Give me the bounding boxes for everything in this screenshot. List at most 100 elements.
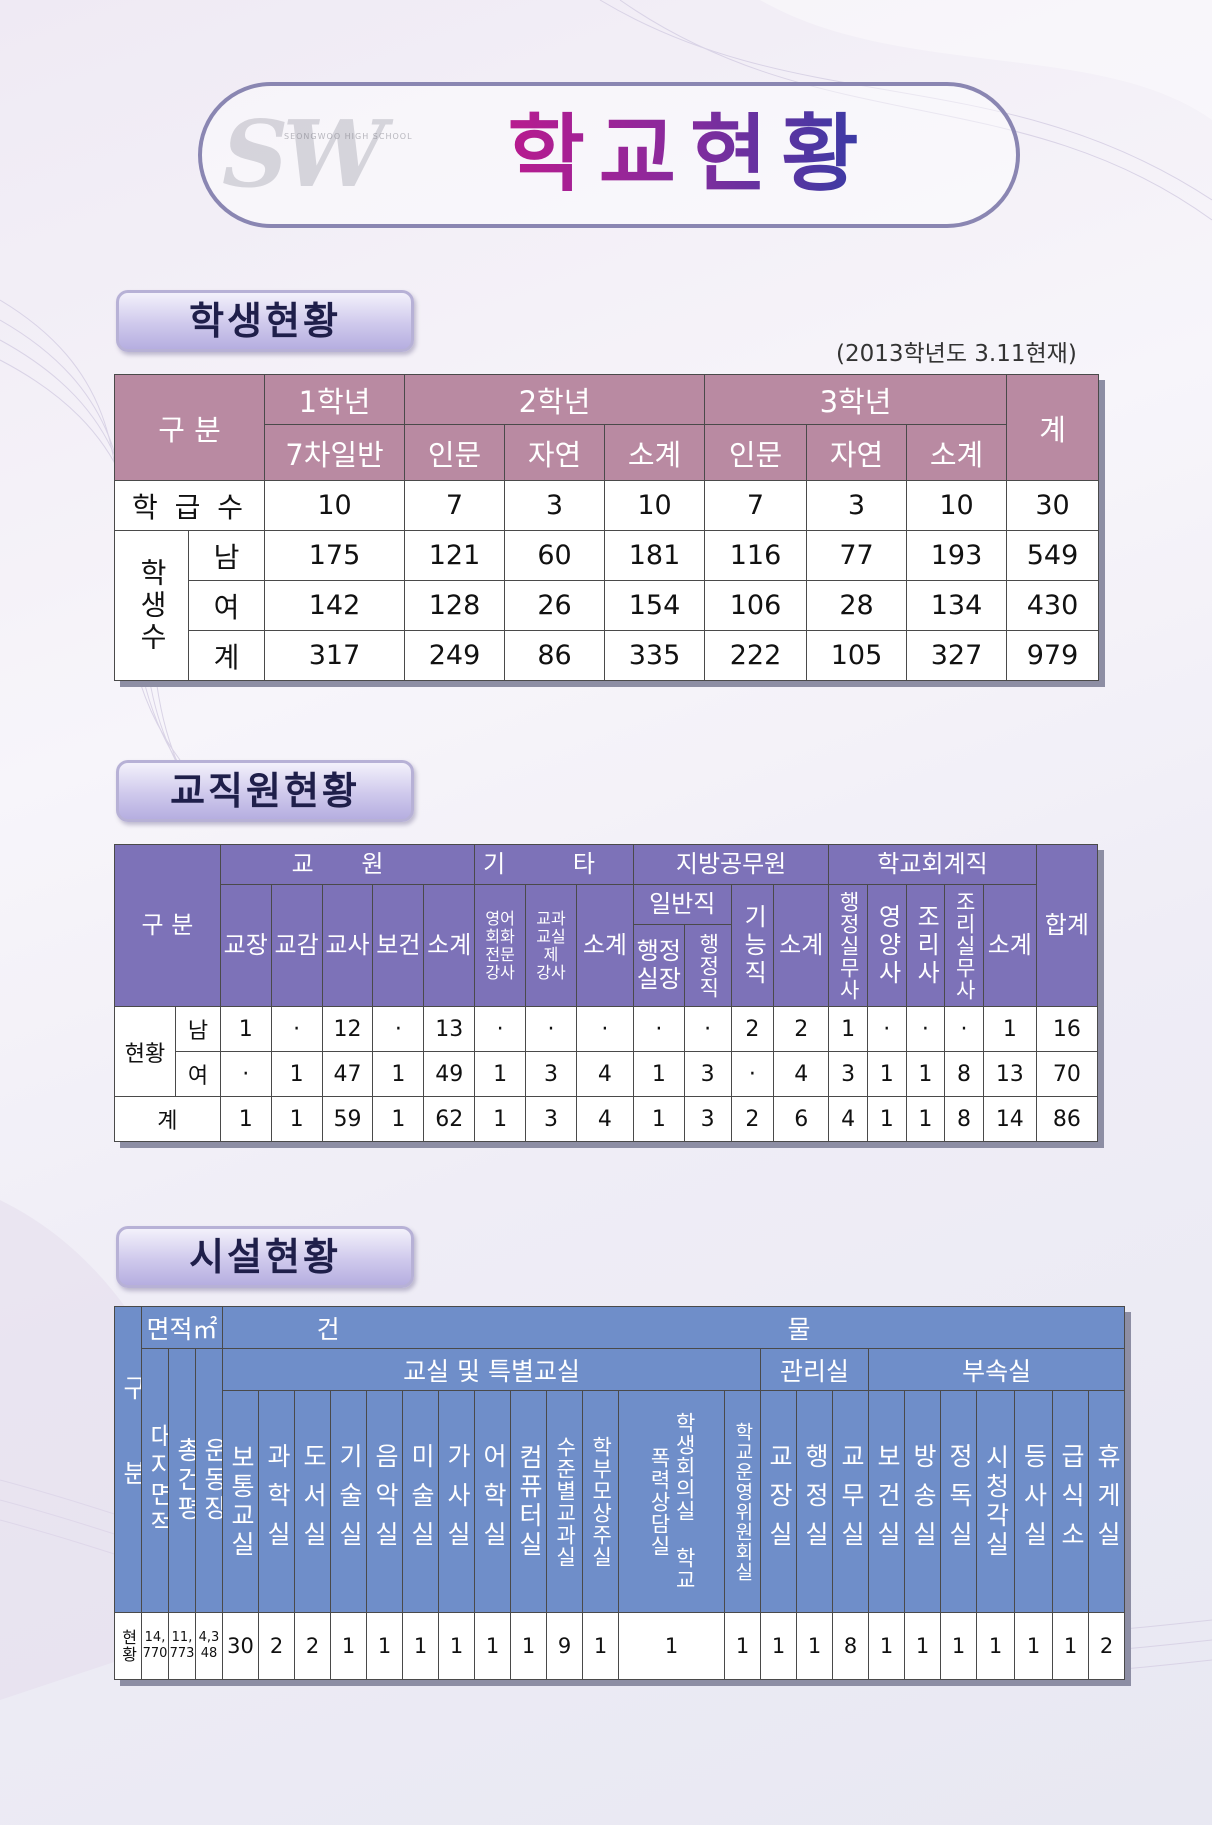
cell: 7 (704, 480, 808, 531)
col-header-text: 도서실 (299, 1443, 329, 1560)
cell: · (219, 1051, 272, 1097)
cell: 2 (730, 1096, 775, 1142)
cell: 1 (724, 1612, 762, 1680)
col-header-text: 기능직 (739, 903, 768, 988)
cell: 86 (1035, 1096, 1099, 1142)
col-header-text: 과학실 (263, 1443, 293, 1560)
col-header: 음악실 (366, 1390, 404, 1613)
section-title-staff: 교직원현황 (116, 760, 414, 822)
col-header: 조리사 (905, 884, 946, 1007)
col-header-line: 회화 (485, 926, 515, 946)
col-header-text: 행정직 (696, 932, 721, 999)
sub-header: 자연 (806, 424, 908, 481)
cell: 1 (219, 1006, 272, 1052)
grade2-header: 2학년 (403, 374, 706, 425)
col-header-text: 보건실 (873, 1443, 903, 1560)
cell: · (474, 1006, 527, 1052)
col-header: 조리실무사 (944, 884, 984, 1007)
col-header-text: 조리실무사 (952, 890, 977, 1001)
col-header: 휴게실 (1088, 1390, 1126, 1613)
status-label-text: 현황 (118, 1629, 138, 1663)
student-table: 구 분 1학년 2학년 3학년 계 7차일반 인문 자연 소계 인문 자연 소계… (114, 374, 1100, 681)
cell: 3 (525, 1096, 577, 1142)
cell: 1 (796, 1612, 834, 1680)
col-header-text: 운동장 (200, 1437, 223, 1524)
col-header-text: 휴게실 (1093, 1443, 1123, 1560)
cell: · (683, 1006, 732, 1052)
cell: 1 (510, 1612, 548, 1680)
col-header-admin-head: 행정 실장 (632, 924, 685, 1007)
facility-corner-header: 구분 (114, 1306, 142, 1613)
col-header-text: 학교운영위원회실 (731, 1421, 754, 1582)
col-header-text: 음악실 (371, 1443, 401, 1560)
col-header-line: 강사 (485, 962, 515, 982)
col-header: 영양사 (866, 884, 907, 1007)
col-header-text: 학생회의실 학교폭력상담실 (647, 1412, 697, 1591)
cell: 86 (504, 630, 605, 681)
col-header: 가사실 (438, 1390, 476, 1613)
cell: 2 (258, 1612, 296, 1680)
sub-header: 소계 (906, 424, 1008, 481)
col-header: 방송실 (904, 1390, 942, 1613)
table-row: 현황 14,770 11,773 4,348 30 2 2 1 1 1 1 1 … (114, 1612, 1126, 1680)
building-header: 건 물 (222, 1306, 1126, 1349)
row-label: 남 (188, 530, 265, 581)
col-header-english-instructor: 영어 회화 전문 강사 (474, 884, 527, 1007)
col-header: 수준별교과실 (546, 1390, 584, 1613)
cell: 1 (828, 1006, 868, 1052)
cell: 62 (423, 1096, 476, 1142)
col-header-line: 교과 (536, 908, 566, 928)
classroom-header: 교실 및 특별교실 (222, 1348, 762, 1391)
area-header: 면적㎡ (140, 1306, 224, 1349)
cell: 979 (1006, 630, 1100, 681)
student-count-label: 학생수 (135, 557, 169, 654)
col-header-text: 행정실무사 (836, 890, 861, 1001)
col-header-line: 교실 (536, 926, 566, 946)
cell: · (575, 1006, 634, 1052)
row-label: 남 (175, 1006, 221, 1052)
col-header: 도서실 (294, 1390, 332, 1613)
cell: · (372, 1006, 425, 1052)
cell: 1 (982, 1006, 1037, 1052)
col-header: 소계 (982, 884, 1037, 1007)
cell: 13 (982, 1051, 1037, 1097)
cell: · (866, 1006, 907, 1052)
col-header-line: 영어 (485, 908, 515, 928)
page-title: 학교현황 (480, 104, 900, 204)
cell: 222 (704, 630, 808, 681)
sub-header: 인문 (704, 424, 808, 481)
col-header: 시청각실 (976, 1390, 1016, 1613)
col-header-text: 컴퓨터실 (515, 1443, 545, 1560)
cell: 6 (773, 1096, 830, 1142)
section-title-students: 학생현황 (116, 290, 414, 352)
col-header-text: 교무실 (837, 1443, 867, 1560)
cell: 1 (270, 1096, 323, 1142)
col-header: 정독실 (940, 1390, 978, 1613)
cell: 181 (603, 530, 706, 581)
col-header: 기술실 (330, 1390, 368, 1613)
cell: 3 (828, 1051, 868, 1097)
col-header-text: 방송실 (909, 1443, 939, 1560)
cell: 549 (1006, 530, 1100, 581)
cell: 2 (773, 1006, 830, 1052)
cell: 3 (683, 1096, 732, 1142)
general-group-header: 일반직 (632, 884, 732, 925)
cell: 134 (906, 580, 1008, 631)
col-header: 행정실 (796, 1390, 834, 1613)
cell: 1 (866, 1096, 907, 1142)
col-header-text: 조리사 (912, 903, 941, 988)
cell: 30 (1006, 480, 1100, 531)
cell: 1 (372, 1096, 425, 1142)
grade1-header: 1학년 (264, 374, 405, 425)
col-header-text: 학부모상주실 (589, 1435, 614, 1568)
cell: 8 (944, 1096, 984, 1142)
cell: · (905, 1006, 946, 1052)
cell: 142 (264, 580, 405, 631)
cell: 2 (730, 1006, 775, 1052)
cell: 1 (940, 1612, 978, 1680)
col-header: 교장 (219, 884, 272, 1007)
cell: 1 (868, 1612, 906, 1680)
col-header: 교장실 (760, 1390, 798, 1613)
cell: 4 (773, 1051, 830, 1097)
cell: · (632, 1006, 685, 1052)
